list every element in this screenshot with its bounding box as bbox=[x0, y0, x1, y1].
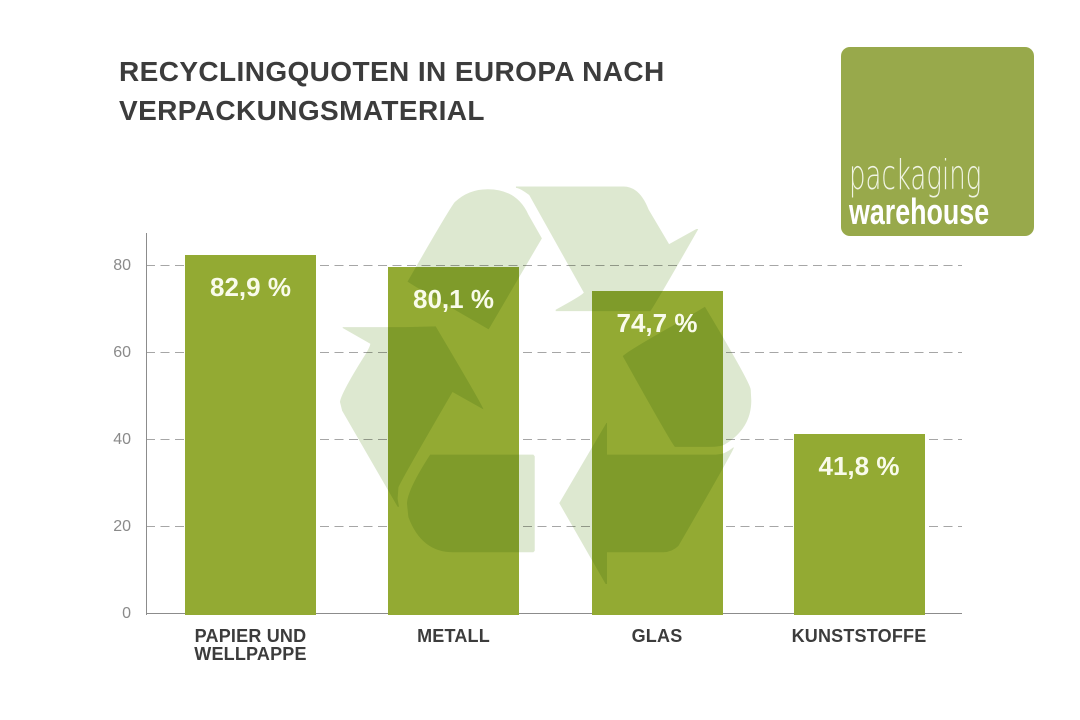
y-tick-label-40: 40 bbox=[113, 430, 131, 448]
gridline-80 bbox=[146, 264, 962, 267]
page-title: RECYCLINGQUOTEN IN EUROPA NACH VERPACKUN… bbox=[119, 52, 819, 130]
recycling-symbol-icon: ♻ bbox=[292, 60, 800, 718]
gridline-40 bbox=[146, 438, 962, 441]
bar-3 bbox=[793, 433, 925, 616]
category-label-1: METALL bbox=[417, 626, 490, 646]
bar-2 bbox=[591, 290, 723, 616]
category-label-2: GLAS bbox=[631, 626, 683, 646]
page-title-line1: RECYCLINGQUOTEN IN EUROPA NACH bbox=[119, 55, 665, 87]
packaging-warehouse-logo: packaging warehouse bbox=[841, 47, 1034, 236]
y-axis-line bbox=[145, 233, 147, 615]
bar-0 bbox=[185, 254, 316, 616]
gridline-20 bbox=[146, 525, 962, 528]
bar-value-label-3: 41,8 % bbox=[818, 450, 900, 481]
category-label-3: KUNSTSTOFFE bbox=[791, 626, 927, 646]
bar-1 bbox=[388, 267, 519, 616]
bar-value-label-0: 82,9 % bbox=[210, 271, 291, 302]
gridline-60 bbox=[146, 351, 962, 354]
x-axis-line bbox=[146, 612, 962, 615]
y-tick-label-80: 80 bbox=[113, 256, 131, 274]
y-tick-label-20: 20 bbox=[113, 517, 131, 535]
logo-word-packaging: packaging bbox=[849, 150, 982, 199]
category-label-0: PAPIER UND WELLPAPPE bbox=[194, 626, 307, 664]
bar-value-label-2: 74,7 % bbox=[616, 307, 698, 338]
bar-value-label-1: 80,1 % bbox=[413, 284, 494, 315]
y-tick-label-60: 60 bbox=[113, 343, 131, 361]
page-title-line2: VERPACKUNGSMATERIAL bbox=[119, 94, 485, 126]
logo-word-warehouse: warehouse bbox=[849, 191, 990, 232]
y-tick-label-0: 0 bbox=[122, 604, 131, 622]
